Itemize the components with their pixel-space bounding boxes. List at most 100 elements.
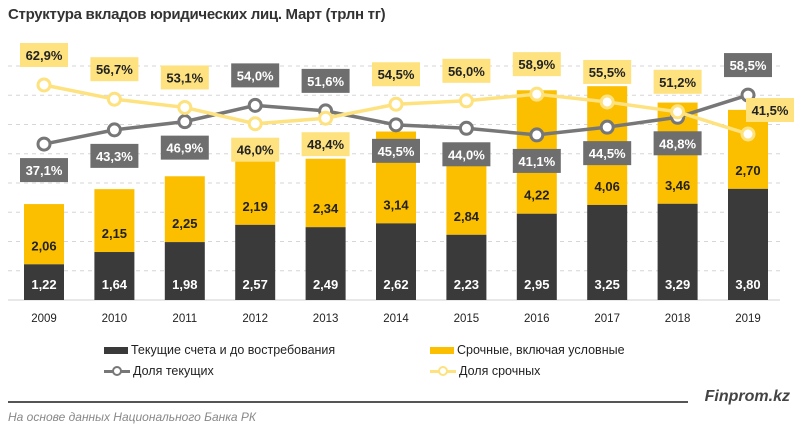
bar-label-term: 2,34 [313,201,339,216]
bar-label-term: 2,25 [172,216,197,231]
bar-term [728,109,768,189]
share-label: 51,6% [307,74,344,89]
bar-term [235,160,276,225]
bar-label-current: 3,29 [665,277,690,292]
bar-label-current: 3,25 [595,277,620,292]
divider [8,401,688,403]
brand-logo: Finprom.kz [704,388,790,405]
share-label: 41,5% [752,103,789,118]
legend-line-marker-icon [430,366,456,376]
bar-label-term: 2,15 [102,226,127,241]
share-label-box [653,69,702,94]
line-marker [529,86,545,102]
share-label-box [653,131,702,156]
share-label-box [746,98,794,123]
line-marker [247,97,263,113]
line-marker [458,120,474,136]
bar-label-current: 2,23 [454,277,479,292]
share-label-box [20,158,68,183]
line-marker [36,77,52,93]
x-tick-label: 2019 [735,313,761,325]
bar-current [24,264,64,300]
share-label-box [583,141,632,166]
share-label-box [724,53,772,78]
bar-label-term: 2,70 [735,163,760,178]
line-marker [599,119,615,135]
line-marker [599,94,615,110]
bar-label-term: 2,19 [243,199,268,214]
legend-item-term: Срочные, включая условные [430,343,625,357]
bar-label-current: 2,49 [313,277,338,292]
share-label: 56,7% [96,62,133,77]
legend-label: Текущие счета и до востребования [131,343,336,357]
bar-term [24,204,64,265]
share-label: 48,8% [659,136,696,151]
line-marker [247,116,263,132]
x-tick-label: 2014 [383,313,409,325]
share-label-box [90,57,139,82]
legend-swatch-yellow [430,346,454,354]
line-marker [458,93,474,109]
legend-item-share-current: Доля текущих [104,364,214,378]
x-tick-label: 2015 [454,313,480,325]
share-label: 41,1% [518,154,555,169]
line-marker [177,114,193,130]
share-label-box [442,58,491,83]
share-label: 37,1% [26,163,63,178]
bar-label-term: 4,06 [595,179,620,194]
line-marker [318,110,334,126]
line-marker [529,127,545,143]
share-label: 54,5% [378,67,415,82]
bar-current [376,223,416,300]
x-tick-label: 2011 [172,313,197,325]
chart: 1,22 2,06 2009 1,64 2,15 2010 1,98 2,25 2011 2,57… [8,43,794,325]
chart-title: Структура вкладов юридических лиц. Март … [8,6,386,23]
source-note: На основе данных Национального Банка РК [8,410,256,424]
line-marker [36,136,52,152]
bar-label-term: 2,06 [31,238,56,253]
x-tick-label: 2013 [313,313,339,325]
bar-label-current: 1,64 [102,277,128,292]
share-label: 58,9% [518,57,555,72]
legend-label: Доля срочных [459,364,541,378]
bar-label-current: 1,22 [31,277,56,292]
line-marker [106,91,122,107]
share-label-box [301,68,350,93]
share-label: 44,5% [589,146,626,161]
x-tick-label: 2016 [524,313,550,325]
share-label-box [583,59,632,84]
share-label: 62,9% [26,48,63,63]
bar-label-current: 2,62 [383,277,408,292]
bar-current [728,188,768,300]
x-tick-label: 2009 [31,313,57,325]
share-label-box [372,62,420,87]
share-label: 56,0% [448,64,485,79]
share-label: 54,0% [237,68,274,83]
share-label: 53,1% [166,70,203,85]
line-marker [177,99,193,115]
legend-label: Срочные, включая условные [457,343,625,357]
share-label-box [90,143,139,168]
line-marker [740,126,756,142]
line-marker [670,104,686,120]
share-label: 43,3% [96,149,133,164]
bar-term [94,189,135,253]
bar-current [446,234,487,300]
bar-term [305,158,346,228]
bar-current [235,224,276,300]
share-label: 51,2% [659,75,696,90]
legend-line-marker-icon [104,366,130,376]
share-label: 46,0% [237,143,274,158]
share-label-box [442,142,491,167]
bar-label-current: 2,57 [243,277,268,292]
line-marker [388,117,404,133]
share-label-box [372,138,420,163]
x-tick-label: 2010 [102,313,128,325]
x-tick-label: 2017 [594,313,620,325]
share-label-box [160,135,209,160]
bar-current [94,252,135,300]
legend-item-current: Текущие счета и до востребования [104,343,335,357]
legend-label: Доля текущих [133,364,214,378]
share-label-box [301,132,350,157]
bar-current [164,242,205,300]
